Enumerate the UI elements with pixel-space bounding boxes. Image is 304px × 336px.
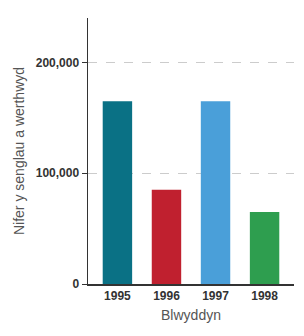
svg-text:Blwyddyn: Blwyddyn xyxy=(161,307,221,323)
svg-text:1997: 1997 xyxy=(202,289,229,303)
svg-text:200,000: 200,000 xyxy=(36,56,80,70)
svg-text:0: 0 xyxy=(72,277,79,291)
svg-text:1995: 1995 xyxy=(104,289,131,303)
svg-text:100,000: 100,000 xyxy=(36,166,80,180)
svg-text:Nifer y senglau a werthwyd: Nifer y senglau a werthwyd xyxy=(11,67,27,235)
svg-text:1998: 1998 xyxy=(251,289,278,303)
svg-text:1996: 1996 xyxy=(153,289,180,303)
